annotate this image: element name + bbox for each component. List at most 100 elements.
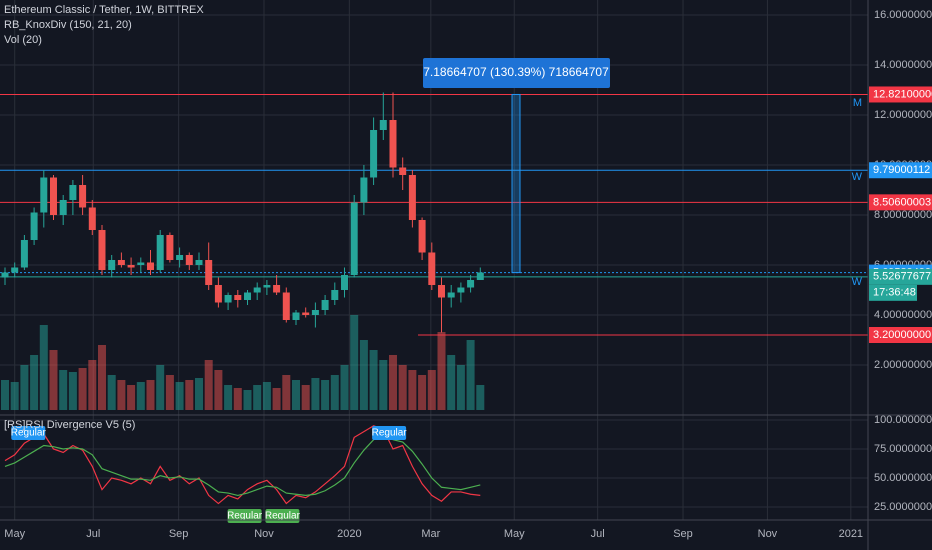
candle-body bbox=[69, 185, 77, 200]
candle-body bbox=[195, 260, 203, 265]
candle-body bbox=[156, 235, 164, 270]
candle-body bbox=[176, 255, 184, 260]
candle-body bbox=[282, 292, 290, 320]
candle-body bbox=[350, 202, 358, 275]
y-tick-label: 8.00000000 bbox=[874, 209, 932, 221]
candle-body bbox=[467, 280, 475, 288]
candle-body bbox=[253, 287, 261, 293]
x-tick-label: Jul bbox=[591, 528, 605, 540]
volume-bar bbox=[117, 380, 126, 410]
volume-bar bbox=[262, 382, 271, 410]
level-mark: W bbox=[852, 171, 863, 183]
volume-bar bbox=[340, 365, 349, 410]
candle-body bbox=[49, 177, 57, 215]
x-tick-label: Sep bbox=[169, 528, 189, 540]
y-tick-label: 14.00000000 bbox=[874, 59, 932, 71]
candle-body bbox=[457, 287, 465, 293]
candle-body bbox=[360, 177, 368, 203]
volume-bar bbox=[165, 375, 174, 410]
x-tick-label: Mar bbox=[421, 528, 440, 540]
candle-body bbox=[476, 272, 484, 280]
volume-bar bbox=[10, 382, 19, 410]
candle-body bbox=[331, 290, 339, 300]
divergence-box bbox=[11, 426, 46, 440]
volume-bar bbox=[243, 390, 252, 410]
price-label: 8.50600003 bbox=[873, 196, 931, 208]
volume-bar bbox=[20, 365, 29, 410]
candle-body bbox=[379, 120, 387, 130]
x-tick-label: 2021 bbox=[839, 528, 863, 540]
candle-body bbox=[117, 260, 125, 265]
y-tick-label: 4.00000000 bbox=[874, 309, 932, 321]
volume-bar bbox=[388, 355, 397, 410]
rsi-line bbox=[4, 434, 481, 497]
volume-bar bbox=[330, 375, 339, 410]
rsi-tick-label: 100.00000000 bbox=[874, 414, 932, 426]
candle-body bbox=[108, 260, 116, 270]
volume-bar bbox=[68, 372, 77, 410]
rsi-title: [RS]RSI Divergence V5 (5) bbox=[4, 419, 135, 431]
indicator: Vol (20) bbox=[4, 34, 42, 46]
candle-body bbox=[127, 265, 135, 268]
price-label-box bbox=[869, 162, 932, 179]
price-label: 3.20000000 bbox=[873, 329, 931, 341]
y-tick-label: 12.00000000 bbox=[874, 109, 932, 121]
volume-bar bbox=[291, 380, 300, 410]
volume-bar bbox=[146, 380, 155, 410]
candle-body bbox=[20, 240, 28, 268]
volume-bar bbox=[127, 385, 136, 410]
candle-body bbox=[166, 235, 174, 260]
candle-body bbox=[428, 252, 436, 285]
candle-body bbox=[418, 220, 426, 253]
volume-bar bbox=[456, 365, 465, 410]
y-tick-label: 16.00000000 bbox=[874, 9, 932, 21]
volume-bar bbox=[408, 370, 417, 410]
x-tick-label: Sep bbox=[673, 528, 693, 540]
candle-body bbox=[98, 230, 106, 270]
x-tick-label: May bbox=[4, 528, 25, 540]
volume-bar bbox=[78, 368, 87, 410]
candle-body bbox=[30, 212, 38, 240]
volume-bar bbox=[253, 385, 262, 410]
volume-bar bbox=[301, 385, 310, 410]
volume-bar bbox=[359, 340, 368, 410]
candle-body bbox=[185, 255, 193, 265]
x-tick-label: Nov bbox=[254, 528, 274, 540]
candle-body bbox=[263, 285, 271, 288]
volume-bar bbox=[321, 380, 330, 410]
x-tick-label: Nov bbox=[758, 528, 778, 540]
candle-body bbox=[79, 185, 87, 208]
divergence-label: Regular bbox=[265, 511, 301, 522]
candle-body bbox=[447, 292, 455, 298]
volume-bar bbox=[204, 360, 213, 410]
candle-body bbox=[234, 295, 242, 300]
candle-body bbox=[399, 167, 407, 175]
volume-bar bbox=[233, 388, 242, 410]
measure-box bbox=[423, 58, 610, 88]
measure-label: 7.18664707 (130.39%) 718664707 bbox=[423, 65, 609, 79]
measure-range bbox=[511, 93, 521, 274]
indicator: RB_KnoxDiv (150, 21, 20) bbox=[4, 19, 132, 31]
candle-body bbox=[370, 130, 378, 178]
candle-body bbox=[40, 177, 48, 213]
chart-title: Ethereum Classic / Tether, 1W, BITTREX bbox=[4, 4, 204, 16]
divergence-label: Regular bbox=[227, 511, 263, 522]
volume-bar bbox=[447, 355, 456, 410]
volume-bar bbox=[418, 375, 427, 410]
price-label-box bbox=[869, 268, 932, 285]
rsi-tick-label: 50.00000000 bbox=[874, 472, 932, 484]
candle-body bbox=[321, 300, 329, 310]
x-tick-label: 2020 bbox=[337, 528, 361, 540]
candle-body bbox=[340, 275, 348, 290]
candle-body bbox=[302, 312, 310, 315]
volume-bar bbox=[30, 355, 39, 410]
volume-bar bbox=[379, 360, 388, 410]
candle-body bbox=[1, 272, 9, 278]
volume-bar bbox=[185, 380, 194, 410]
volume-bar bbox=[350, 315, 359, 410]
candle-body bbox=[205, 260, 213, 285]
candle-body bbox=[137, 262, 145, 265]
volume-bar bbox=[194, 378, 203, 410]
